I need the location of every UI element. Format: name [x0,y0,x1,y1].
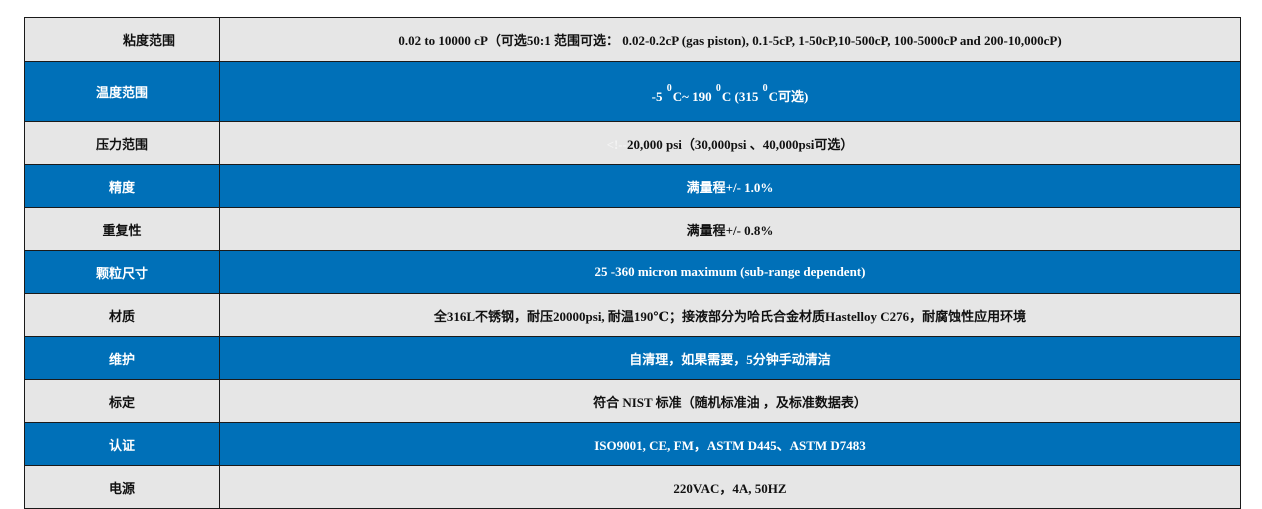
spec-row-particle-size: 颗粒尺寸 25 -360 micron maximum (sub-range d… [24,250,1241,294]
pressure-text: 20,000 psi（30,000psi 、40,000psi可选） [626,136,854,152]
spec-row-viscosity: 粘度范围 0.02 to 10000 cP（可选50:1 范围可选： 0.02-… [24,17,1241,62]
temp-text: C (315 [721,89,762,104]
row-label: 压力范围 [24,121,220,165]
spec-row-power: 电源 220VAC，4A, 50HZ [24,465,1241,509]
row-label: 粘度范围 [24,17,220,62]
degree-mark: 0 [666,83,672,94]
row-value: <!--20,000 psi（30,000psi 、40,000psi可选） [219,121,1241,165]
spec-row-calibration: 标定 符合 NIST 标准（随机标准油 ，及标准数据表） [24,379,1241,423]
spec-row-temperature: 温度范围 -5 0C~ 190 0C (315 0C可选) [24,61,1241,122]
row-value: 220VAC，4A, 50HZ [219,465,1241,509]
temp-text: C可选) [768,89,809,104]
row-label: 精度 [24,164,220,208]
ghost-text: <!-- [606,136,627,152]
row-value: 满量程+/- 0.8% [219,207,1241,251]
row-label: 标定 [24,379,220,423]
row-value: -5 0C~ 190 0C (315 0C可选) [219,61,1241,122]
spec-table: 粘度范围 0.02 to 10000 cP（可选50:1 范围可选： 0.02-… [24,17,1241,509]
row-label: 颗粒尺寸 [24,250,220,294]
spec-row-repeatability: 重复性 满量程+/- 0.8% [24,207,1241,251]
row-label: 电源 [24,465,220,509]
row-value: 0.02 to 10000 cP（可选50:1 范围可选： 0.02-0.2cP… [219,17,1241,62]
spec-row-accuracy: 精度 满量程+/- 1.0% [24,164,1241,208]
temp-text: C~ 190 [672,89,715,104]
degree-mark: 0 [715,83,721,94]
row-value: ISO9001, CE, FM，ASTM D445、ASTM D7483 [219,422,1241,466]
row-label: 温度范围 [24,61,220,122]
spec-row-maintenance: 维护 自清理，如果需要，5分钟手动清洁 [24,336,1241,380]
row-value: 25 -360 micron maximum (sub-range depend… [219,250,1241,294]
row-label: 重复性 [24,207,220,251]
row-value: 满量程+/- 1.0% [219,164,1241,208]
row-value: 自清理，如果需要，5分钟手动清洁 [219,336,1241,380]
row-value: 符合 NIST 标准（随机标准油 ，及标准数据表） [219,379,1241,423]
row-label: 材质 [24,293,220,337]
spec-row-pressure: 压力范围 <!--20,000 psi（30,000psi 、40,000psi… [24,121,1241,165]
row-label: 维护 [24,336,220,380]
row-value: 全316L不锈钢，耐压20000psi, 耐温190℃；接液部分为哈氏合金材质H… [219,293,1241,337]
degree-mark: 0 [762,83,768,94]
spec-row-certification: 认证 ISO9001, CE, FM，ASTM D445、ASTM D7483 [24,422,1241,466]
temp-text: -5 [651,89,666,104]
spec-row-material: 材质 全316L不锈钢，耐压20000psi, 耐温190℃；接液部分为哈氏合金… [24,293,1241,337]
row-label: 认证 [24,422,220,466]
